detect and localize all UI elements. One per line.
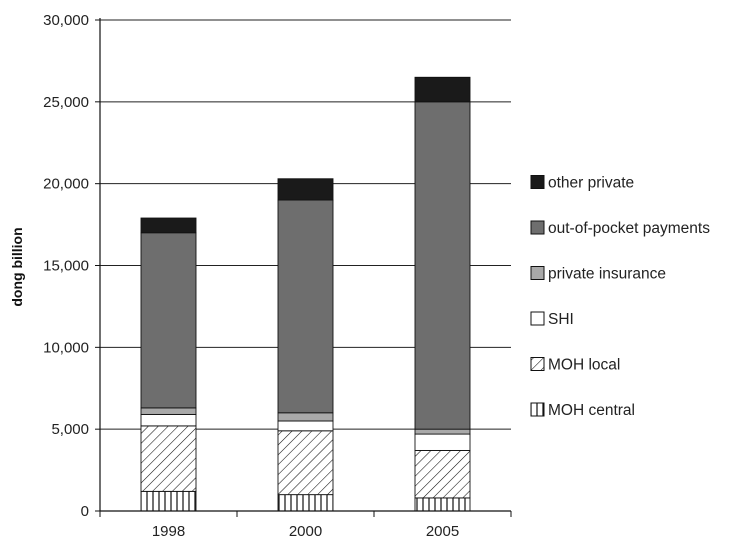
legend-swatch <box>530 402 545 417</box>
y-axis-tick-labels: 0 5,000 10,000 15,000 20,000 25,000 30,000 <box>43 12 89 520</box>
x-axis-tick-labels: 1998 2000 2005 <box>152 523 459 540</box>
bar-segment <box>277 412 334 422</box>
legend-item: out-of-pocket payments <box>530 220 710 237</box>
y-tick-label: 20,000 <box>43 176 89 193</box>
legend-label: other private <box>548 175 634 192</box>
y-tick-label: 30,000 <box>43 12 89 29</box>
legend: other private out-of-pocket payments priva… <box>530 175 710 419</box>
bar-segment <box>140 490 197 512</box>
legend-swatch <box>530 175 545 189</box>
bar-segment <box>414 497 471 512</box>
bar-segment <box>140 413 197 427</box>
bar-segment <box>277 199 334 414</box>
y-tick-label: 15,000 <box>43 258 89 275</box>
axes <box>95 18 512 517</box>
bar-segment <box>414 449 471 499</box>
x-tick-label: 2005 <box>426 523 459 540</box>
bar-segment <box>140 425 197 492</box>
bar-segment <box>277 420 334 432</box>
bars <box>140 76 471 512</box>
bar-segment <box>140 407 197 415</box>
bar-segment <box>414 101 471 430</box>
legend-label: SHI <box>548 311 574 328</box>
bar-segment <box>140 217 197 234</box>
bar-segment <box>414 76 471 103</box>
y-axis-label: dong billion <box>9 227 25 306</box>
x-tick-label: 1998 <box>152 523 185 540</box>
bar-segment <box>277 494 334 512</box>
legend-item: SHI <box>530 311 574 328</box>
bar-segment <box>414 433 471 451</box>
legend-label: out-of-pocket payments <box>548 220 710 237</box>
legend-label: MOH central <box>548 402 635 419</box>
bar-segment <box>140 232 197 409</box>
legend-label: MOH local <box>548 357 620 374</box>
y-tick-label: 0 <box>81 503 89 520</box>
legend-item: MOH local <box>530 357 620 374</box>
y-tick-label: 5,000 <box>51 421 89 438</box>
legend-swatch <box>530 220 545 235</box>
legend-swatch <box>530 266 545 280</box>
legend-label: private insurance <box>548 266 666 283</box>
legend-item: private insurance <box>530 266 666 283</box>
x-tick-label: 2000 <box>289 523 322 540</box>
bar-segment <box>277 178 334 201</box>
bar-segment <box>277 430 334 496</box>
legend-item: MOH central <box>530 402 635 419</box>
y-tick-label: 25,000 <box>43 94 89 111</box>
bar-segment <box>414 428 471 435</box>
legend-item: other private <box>530 175 634 192</box>
legend-swatch <box>530 311 545 326</box>
y-tick-label: 10,000 <box>43 339 89 356</box>
legend-swatch <box>530 357 545 371</box>
